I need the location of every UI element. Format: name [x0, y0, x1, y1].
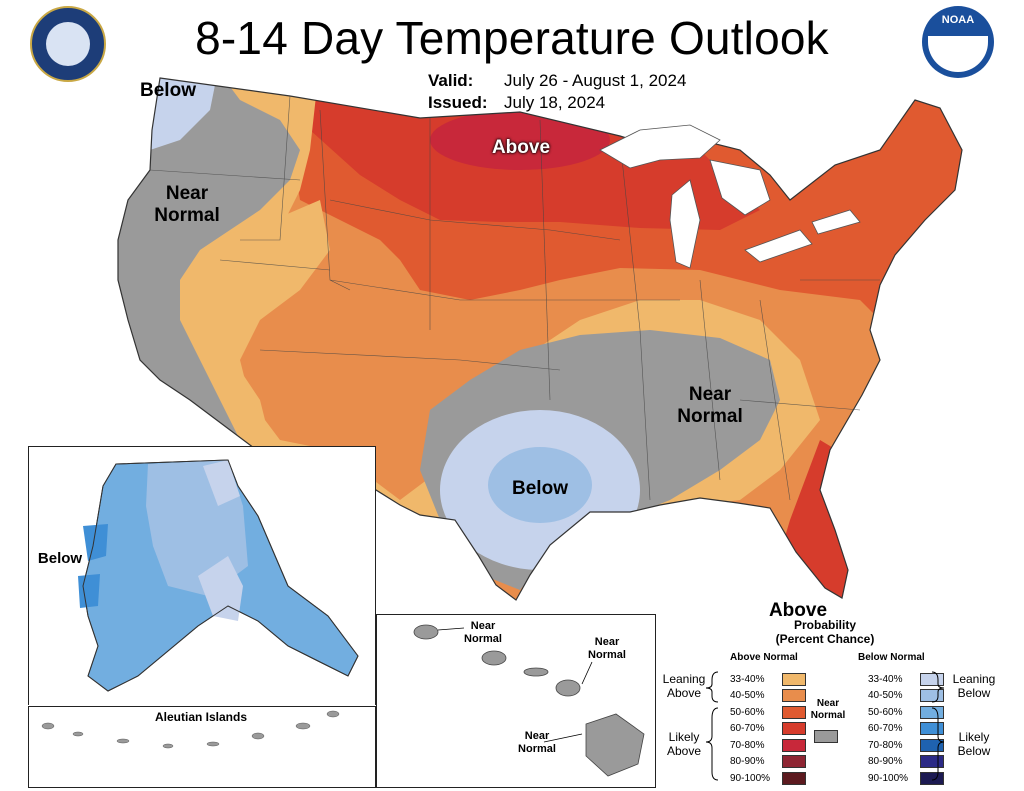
legend-below-range-label: 90-100% — [868, 772, 909, 784]
prob-below-40-50-texas-region — [488, 447, 592, 523]
above-brackets — [705, 671, 719, 781]
prob-above-70-80-region — [430, 110, 610, 170]
legend-above-header: Above Normal — [730, 652, 798, 663]
legend-above-row-40-50: 40-50% — [730, 689, 810, 703]
legend-above-range-label: 50-60% — [730, 706, 765, 718]
texas-below-label: Below — [512, 478, 568, 499]
valid-label: Valid: — [428, 71, 474, 90]
hawaii-map — [413, 624, 645, 777]
legend-above-swatch — [782, 672, 806, 686]
florida-above-label: Above — [768, 600, 828, 621]
outlook-dates: Valid: July 26 - August 1, 2024 Issued: Ju… — [428, 70, 686, 114]
alaska-below-label: Below — [37, 550, 83, 567]
legend-above-swatch — [782, 738, 806, 752]
valid-value: July 26 - August 1, 2024 — [504, 71, 687, 90]
department-of-commerce-seal-logo — [30, 6, 106, 82]
noaa-logo-text: NOAA — [941, 14, 975, 26]
hawaii-near-normal-label-c: Near Normal — [518, 730, 556, 755]
legend-near-normal-swatch — [814, 730, 838, 743]
legend-below-range-label: 40-50% — [868, 690, 903, 701]
leaning-below-label: Leaning Below — [952, 672, 996, 700]
likely-below-label: Likely Below — [957, 730, 991, 758]
aleutian-inset — [28, 706, 376, 788]
legend-above-range-label: 40-50% — [730, 690, 765, 701]
legend-above-row-70-80: 70-80% — [730, 738, 810, 752]
legend-below-range-label: 70-80% — [868, 739, 903, 751]
below-brackets — [931, 671, 945, 781]
great-lakes — [599, 124, 861, 269]
legend-below-header: Below Normal — [858, 652, 925, 663]
legend-above-swatch — [782, 771, 806, 785]
issued-label: Issued: — [428, 93, 488, 112]
southeast-near-normal-label: Near Normal — [677, 384, 743, 427]
legend-above-range-label: 80-90% — [730, 756, 765, 767]
noaa-logo: NOAA — [922, 6, 994, 78]
northwest-near-normal-label: Near Normal — [154, 183, 220, 226]
page-title: 8-14 Day Temperature Outlook — [195, 12, 829, 64]
legend-above-swatch — [782, 705, 806, 719]
aleutian-islands-label: Aleutian Islands — [154, 710, 248, 724]
legend-near-normal-label: Near Normal — [810, 698, 846, 721]
legend-below-range-label: 33-40% — [868, 673, 903, 685]
legend-above-row-60-70: 60-70% — [730, 722, 810, 736]
legend-above-range-label: 90-100% — [730, 772, 771, 784]
legend-above-swatch — [782, 689, 806, 702]
legend-above-range-label: 33-40% — [730, 673, 765, 685]
legend-below-range-label: 50-60% — [868, 706, 903, 718]
legend-above-row-80-90: 80-90% — [730, 755, 810, 769]
hawaii-near-normal-label-b: Near Normal — [588, 636, 626, 661]
legend-above-swatch — [782, 755, 806, 768]
legend-above-swatch — [782, 722, 806, 735]
north-above-label: Above — [491, 137, 551, 158]
northwest-below-label: Below — [140, 80, 196, 101]
legend-title: Probability (Percent Chance) — [775, 618, 875, 646]
legend-above-row-33-40: 33-40% — [730, 672, 810, 686]
legend-above-range-label: 60-70% — [730, 723, 765, 734]
hawaii-near-normal-label-a: Near Normal — [464, 620, 502, 645]
legend-above-row-50-60: 50-60% — [730, 705, 810, 719]
likely-above-label: Likely Above — [666, 730, 702, 758]
aleutian-islands-shapes — [41, 710, 340, 749]
leaning-above-label: Leaning Above — [662, 672, 706, 700]
legend-below-range-label: 80-90% — [868, 756, 903, 767]
issued-value: July 18, 2024 — [504, 93, 606, 112]
alaska-map — [41, 459, 359, 749]
legend-above-range-label: 70-80% — [730, 739, 765, 751]
legend-below-range-label: 60-70% — [868, 723, 903, 734]
state-boundaries — [149, 95, 880, 501]
legend-above-row-90-100: 90-100% — [730, 771, 810, 785]
